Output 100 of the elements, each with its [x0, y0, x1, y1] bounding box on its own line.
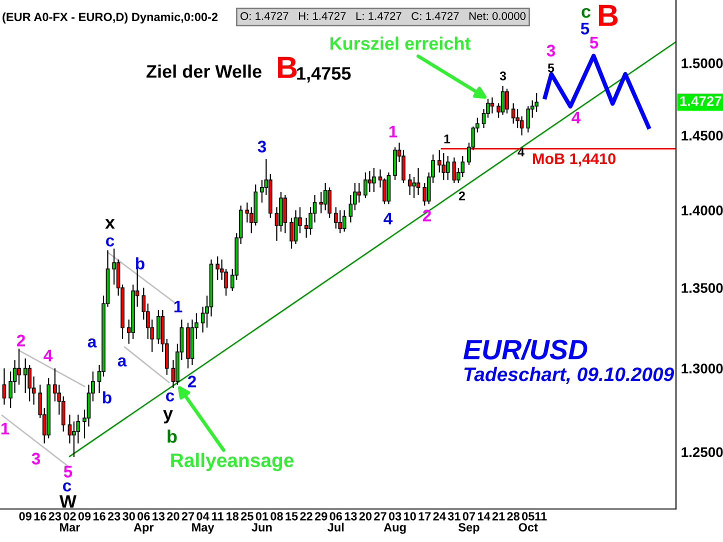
annotation: 1 — [389, 126, 398, 138]
x-tick-label: 11 — [212, 512, 224, 520]
candlestick — [319, 191, 323, 214]
x-tick-label: 09 — [78, 512, 91, 520]
annotation: x — [105, 219, 115, 229]
annotation: 3 — [258, 140, 266, 152]
annotation: 3 — [500, 72, 506, 80]
y-tick-label: 1.3000 — [682, 364, 723, 374]
annotation: c — [582, 8, 590, 18]
candlestick — [452, 156, 456, 184]
candlestick — [76, 414, 80, 444]
candlestick — [342, 210, 346, 232]
annotation: c — [166, 392, 174, 402]
y-tick-label: 1.3500 — [682, 283, 723, 293]
text: O: 1.4727 H: 1.4727 L: 1.4727 C: 1.4727 Net: 0.0000 — [240, 12, 526, 20]
annotation: b — [136, 257, 144, 270]
annotation: EUR/USD — [463, 339, 588, 360]
annotation: 1,4755 — [297, 67, 351, 82]
annotation: 2 — [16, 334, 25, 346]
annotation: 4 — [518, 148, 524, 156]
candlestick — [290, 217, 294, 250]
x-tick-label: 15 — [286, 512, 298, 520]
x-tick-label: 10 — [404, 512, 416, 520]
candlestick — [23, 358, 28, 394]
candlestick — [368, 170, 372, 193]
candlestick — [294, 210, 298, 245]
annotation: 1 — [1, 422, 10, 434]
x-tick-label: 23 — [48, 512, 62, 520]
candlestick — [526, 106, 530, 133]
annotation: B — [599, 4, 618, 26]
annotation: MoB 1,4410 — [533, 153, 616, 166]
annotation: b — [103, 391, 112, 404]
x-tick-label: 14 — [478, 512, 490, 520]
annotation: 3 — [546, 44, 556, 56]
annotation: 3 — [32, 452, 40, 464]
annotation: 4 — [572, 112, 581, 124]
x-tick-label: 23 — [108, 512, 120, 520]
candlestick — [416, 167, 420, 196]
candlestick — [348, 194, 353, 223]
x-tick-label: 06 Jul — [328, 512, 344, 532]
candlestick — [490, 96, 494, 114]
x-tick-label: 31 — [448, 512, 460, 520]
annotation: y — [163, 410, 173, 424]
y-tick-label: 1.4000 — [682, 206, 723, 216]
candlestick — [334, 206, 338, 230]
x-tick-label: 20 — [359, 512, 372, 520]
annotation: 2 — [422, 210, 431, 222]
candlestick — [364, 172, 368, 199]
annotation: 1 — [174, 300, 182, 312]
candlestick — [304, 217, 308, 238]
x-tick-label: 29 — [314, 512, 328, 520]
candlestick — [408, 173, 412, 196]
x-tick-label: 22 — [300, 512, 312, 520]
x-tick-label: 08 — [270, 512, 283, 520]
annotation: W — [59, 495, 76, 508]
annotation: Kursziel erreicht — [330, 36, 471, 50]
candlestick — [61, 396, 66, 432]
annotation: 5 — [590, 36, 598, 48]
y-tick-label: 1.4500 — [682, 130, 723, 141]
annotation: 1 — [444, 134, 450, 144]
annotation: 2 — [188, 376, 196, 388]
x-tick-label: 17 — [418, 512, 431, 520]
candlestick — [412, 176, 416, 199]
candlestick — [500, 85, 505, 116]
annotation: 5 — [580, 22, 590, 34]
candlestick — [338, 210, 342, 234]
candlestick — [505, 88, 509, 114]
candlestick — [156, 309, 160, 344]
x-tick-label: 20 — [167, 512, 180, 520]
x-tick-label: 18 — [226, 512, 239, 520]
x-tick-label: 16 — [93, 512, 106, 520]
x-tick-label: 11 — [535, 512, 547, 520]
x-tick-label: 13 — [152, 512, 165, 520]
x-tick-label: 27 — [182, 512, 194, 520]
candlestick — [2, 368, 6, 406]
candlestick — [112, 248, 116, 286]
x-tick-label: 28 — [507, 512, 520, 520]
candlestick — [216, 256, 220, 280]
annotation: B — [278, 56, 297, 78]
x-tick-label: 25 — [241, 512, 254, 520]
annotation: c — [63, 482, 72, 492]
candlestick — [511, 102, 516, 124]
x-tick-label: 24 — [433, 512, 446, 520]
annotation: c — [106, 237, 114, 246]
annotation: 4 — [384, 212, 393, 224]
text: (EUR A0-FX - EURO,D) Dynamic,0:00-2 — [2, 12, 218, 24]
candlestick — [446, 156, 450, 181]
annotation: b — [168, 430, 177, 443]
annotation: 5 — [548, 64, 554, 72]
candlestick — [372, 167, 376, 193]
candlestick — [17, 348, 21, 386]
candlestick — [442, 152, 446, 181]
annotation: a — [88, 338, 97, 348]
x-tick-label: 09 — [19, 512, 32, 520]
annotation: 5 — [64, 466, 72, 478]
text: 1.4727 — [680, 96, 722, 106]
candlestick — [328, 186, 332, 218]
x-tick-label: 21 — [492, 512, 505, 520]
y-tick-label: 1.2500 — [682, 447, 723, 458]
annotation: Rallyeansage — [171, 452, 294, 472]
